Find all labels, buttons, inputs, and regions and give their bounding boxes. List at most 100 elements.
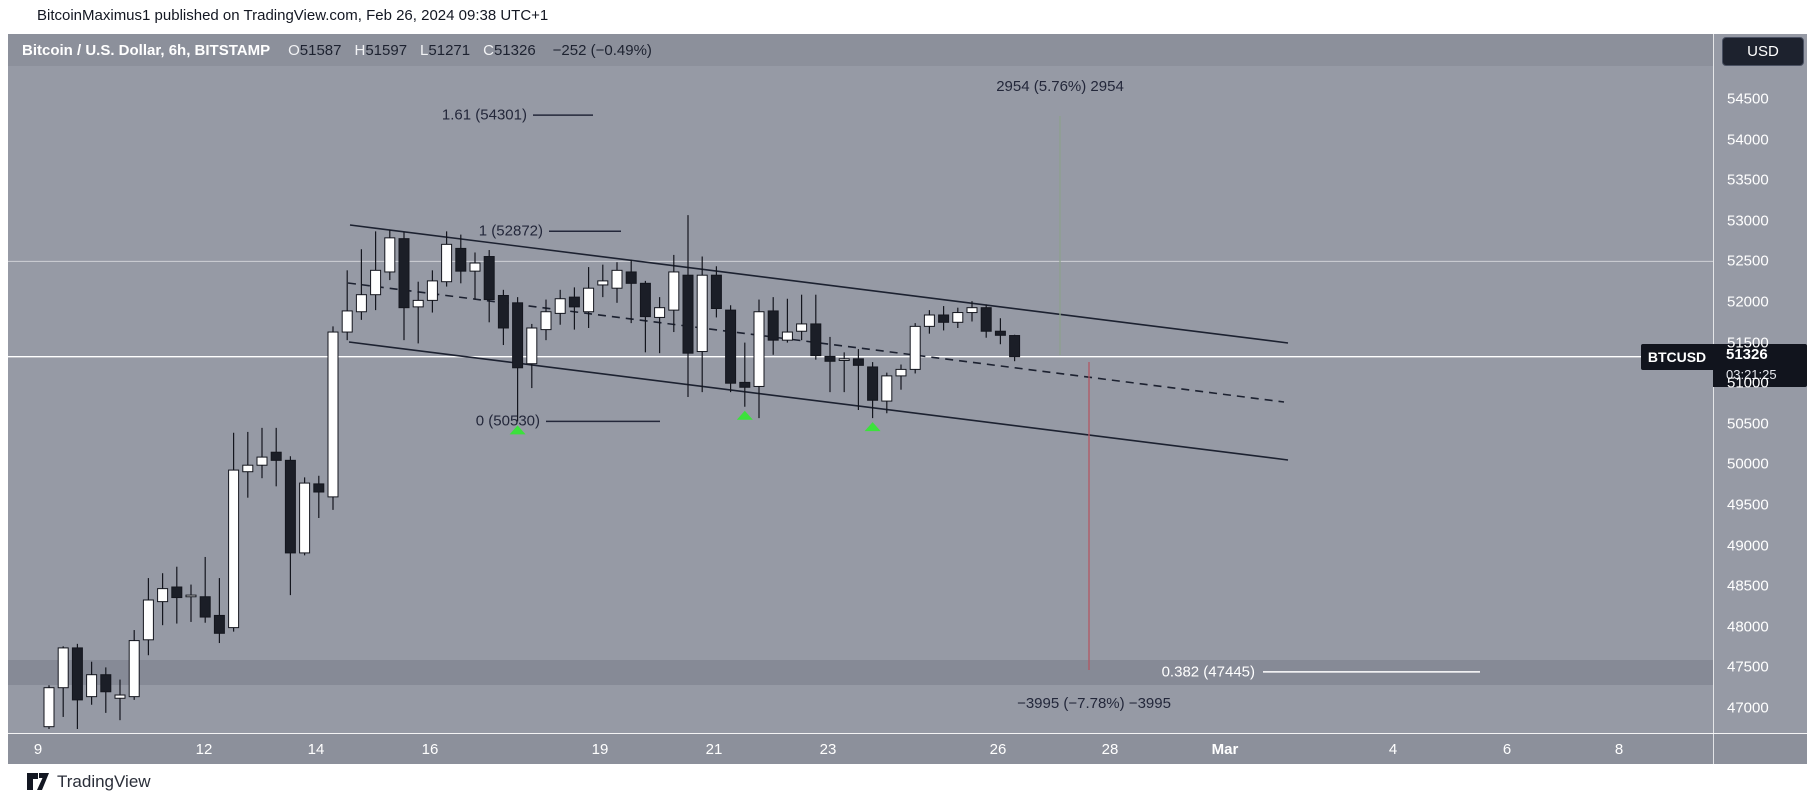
last-price-value: 51326 xyxy=(1726,346,1768,363)
ohlc-pair: C51326 xyxy=(483,41,536,59)
time-tick-label[interactable]: 8 xyxy=(1614,740,1624,758)
price-tick-label[interactable]: 47500 xyxy=(1727,658,1769,676)
ohlc-readout: O51587 H51597 L51271 C51326 xyxy=(288,42,549,59)
currency-badge[interactable]: USD xyxy=(1722,37,1804,66)
candle xyxy=(767,310,779,341)
candle xyxy=(966,307,978,314)
candle xyxy=(299,482,311,554)
candle xyxy=(696,274,708,353)
price-tick-label[interactable]: 54000 xyxy=(1727,131,1769,149)
time-tick-label[interactable]: Mar xyxy=(1211,740,1239,758)
candle xyxy=(426,280,438,301)
candle xyxy=(682,274,694,354)
candle xyxy=(412,299,424,308)
price-tick-label[interactable]: 53000 xyxy=(1727,212,1769,230)
bar-countdown: 03:21:25 xyxy=(1726,367,1777,382)
price-tick-label[interactable]: 49000 xyxy=(1727,537,1769,555)
candle xyxy=(923,314,935,327)
symbol-title: Bitcoin / U.S. Dollar, 6h, BITSTAMP xyxy=(22,41,271,59)
price-tick-label[interactable]: 50000 xyxy=(1727,455,1769,473)
candle xyxy=(540,311,552,331)
tradingview-logo-icon xyxy=(27,773,49,790)
candle xyxy=(270,451,282,461)
candle xyxy=(611,269,623,289)
candle xyxy=(512,302,524,369)
candle xyxy=(994,330,1006,336)
time-tick-label[interactable]: 19 xyxy=(591,740,609,758)
channel-upper-line[interactable] xyxy=(349,224,1289,344)
candle xyxy=(71,647,83,701)
candle xyxy=(739,381,751,388)
price-tick-label[interactable]: 53500 xyxy=(1727,171,1769,189)
candle xyxy=(909,325,921,370)
candle xyxy=(568,296,580,308)
chart-background xyxy=(8,34,1807,764)
chart-header: Bitcoin / U.S. Dollar, 6h, BITSTAMP O515… xyxy=(8,34,1713,66)
time-tick-label[interactable]: 14 xyxy=(307,740,325,758)
time-tick-label[interactable]: 9 xyxy=(33,740,43,758)
candle xyxy=(185,594,197,598)
candle xyxy=(838,358,850,361)
candle xyxy=(881,375,893,402)
price-tick-label[interactable]: 54500 xyxy=(1727,90,1769,108)
price-tick-label[interactable]: 48000 xyxy=(1727,618,1769,636)
time-tick-label[interactable]: 12 xyxy=(195,740,213,758)
candle xyxy=(455,247,467,272)
candle xyxy=(668,271,680,311)
candle xyxy=(895,368,907,377)
candle xyxy=(43,687,55,728)
price-tick-label[interactable]: 51000 xyxy=(1727,374,1769,392)
candle xyxy=(824,355,836,362)
candle xyxy=(284,459,296,554)
price-tick-label[interactable]: 47000 xyxy=(1727,699,1769,717)
candle xyxy=(867,366,879,401)
candle xyxy=(142,599,154,641)
time-tick-label[interactable]: 4 xyxy=(1388,740,1398,758)
time-tick-label[interactable]: 16 xyxy=(421,740,439,758)
candle xyxy=(852,358,864,366)
candle xyxy=(57,647,69,689)
time-tick-label[interactable]: 26 xyxy=(989,740,1007,758)
price-tick-label[interactable]: 52500 xyxy=(1727,252,1769,270)
time-tick-label[interactable]: 21 xyxy=(705,740,723,758)
candle xyxy=(938,314,950,323)
candle xyxy=(980,307,992,332)
price-tick-label[interactable]: 50500 xyxy=(1727,415,1769,433)
price-tick-label[interactable]: 48500 xyxy=(1727,577,1769,595)
candle xyxy=(725,309,737,384)
time-tick-label[interactable]: 6 xyxy=(1502,740,1512,758)
tradingview-brand[interactable]: TradingView xyxy=(26,771,151,792)
ohlc-pair: O51587 xyxy=(288,41,342,59)
candle xyxy=(810,323,822,357)
candle xyxy=(753,311,765,387)
change-readout: −252 (−0.49%) xyxy=(552,41,652,59)
candle xyxy=(710,274,722,309)
candle xyxy=(341,310,353,333)
candle xyxy=(384,237,396,273)
time-tick-label[interactable]: 28 xyxy=(1101,740,1119,758)
candle xyxy=(100,674,112,693)
buy-marker-triangle-icon xyxy=(864,422,881,432)
price-tick-label[interactable]: 52000 xyxy=(1727,293,1769,311)
candle xyxy=(313,483,325,493)
price-tick-label[interactable]: 51500 xyxy=(1727,334,1769,352)
time-axis[interactable] xyxy=(8,733,1807,764)
candle xyxy=(327,331,339,498)
candle xyxy=(441,243,453,283)
candle xyxy=(355,294,367,313)
candle xyxy=(526,327,538,365)
buy-marker-triangle-icon xyxy=(736,410,753,420)
price-tick-label[interactable]: 49500 xyxy=(1727,496,1769,514)
candle xyxy=(554,298,566,314)
candle xyxy=(157,588,169,603)
channel-lower-line[interactable] xyxy=(348,341,1289,461)
candle xyxy=(625,271,637,284)
tradingview-brand-text: TradingView xyxy=(57,771,151,791)
candle xyxy=(497,295,509,329)
candle xyxy=(781,331,793,341)
candle xyxy=(796,323,808,332)
candle xyxy=(256,456,268,466)
candle xyxy=(583,287,595,313)
time-tick-label[interactable]: 23 xyxy=(819,740,837,758)
